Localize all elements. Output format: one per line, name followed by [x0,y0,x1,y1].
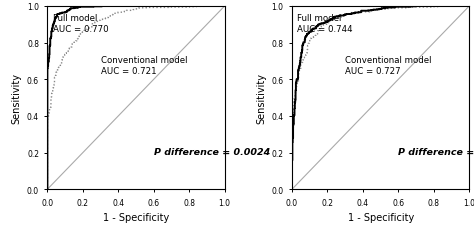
Text: P difference = 0.0293: P difference = 0.0293 [398,148,474,157]
Text: P difference = 0.0024: P difference = 0.0024 [154,148,270,157]
Text: Conventional model
AUC = 0.721: Conventional model AUC = 0.721 [100,56,187,76]
Text: Full model
AUC = 0.770: Full model AUC = 0.770 [53,14,109,33]
X-axis label: 1 - Specificity: 1 - Specificity [103,212,169,222]
Text: Conventional model
AUC = 0.727: Conventional model AUC = 0.727 [345,56,432,76]
Y-axis label: Sensitivity: Sensitivity [11,73,21,124]
X-axis label: 1 - Specificity: 1 - Specificity [347,212,414,222]
Y-axis label: Sensitivity: Sensitivity [256,73,266,124]
Text: Full model
AUC = 0.744: Full model AUC = 0.744 [297,14,353,33]
